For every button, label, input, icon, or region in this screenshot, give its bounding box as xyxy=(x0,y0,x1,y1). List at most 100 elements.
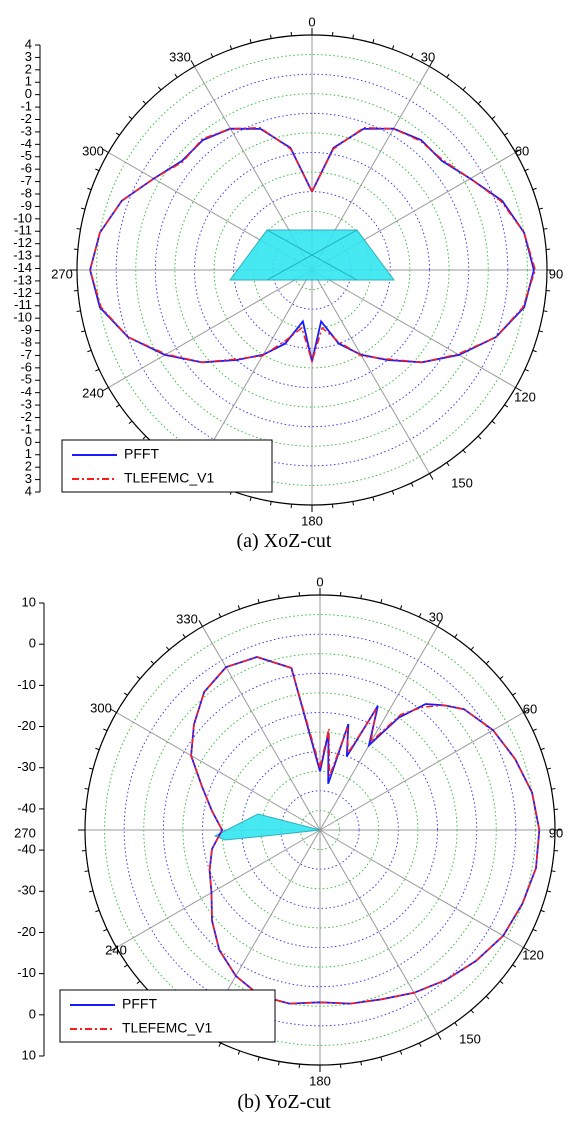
radial-tick-label: 4 xyxy=(25,483,32,498)
angle-tick xyxy=(87,349,92,353)
radial-tick-label: -11 xyxy=(14,223,32,238)
angle-tick xyxy=(485,660,490,665)
angle-tick xyxy=(477,435,482,440)
angle-tick xyxy=(380,599,383,604)
radial-tick-label: -8 xyxy=(20,334,32,349)
radial-tick-label: 2 xyxy=(25,459,32,474)
radial-tick-label: 3 xyxy=(25,471,32,486)
series-line-tlefemc_v1 xyxy=(190,656,541,1005)
radial-tick-label: -4 xyxy=(20,136,32,151)
angle-tick xyxy=(76,310,81,312)
angle-tick xyxy=(515,387,522,392)
angle-tick xyxy=(218,613,222,618)
legend-box xyxy=(61,439,273,493)
grid-spoke xyxy=(108,269,313,388)
radial-tick-label: -1 xyxy=(20,421,32,436)
angle-tick xyxy=(515,148,522,153)
radial-tick-label: -10 xyxy=(13,310,32,325)
radial-tick-label: -6 xyxy=(20,359,32,374)
angle-tick xyxy=(532,928,537,932)
angle-tick xyxy=(380,1056,383,1061)
angle-tick xyxy=(462,86,467,91)
angle-tick xyxy=(123,964,128,968)
radial-tick-label: -7 xyxy=(20,173,32,188)
angle-tick xyxy=(418,613,422,618)
angle-label: 330 xyxy=(169,49,191,64)
angle-tick xyxy=(499,980,504,985)
radial-tick-label: -20 xyxy=(17,718,36,733)
caption-yoz: (b) YoZ-cut xyxy=(237,1091,331,1113)
angle-label: 30 xyxy=(429,609,443,624)
legend-label: PFFT xyxy=(124,446,159,462)
radial-tick-label: -14 xyxy=(13,260,32,275)
radial-tick-label: -9 xyxy=(20,198,32,213)
angle-tick xyxy=(270,501,272,506)
radial-tick-label: 10 xyxy=(22,594,36,609)
angle-tick xyxy=(524,168,529,172)
angle-tick xyxy=(532,728,537,732)
angle-tick xyxy=(76,228,81,230)
angle-tick xyxy=(437,620,442,627)
angle-tick xyxy=(123,692,128,696)
radial-tick-label: -40 xyxy=(17,842,36,857)
angle-tick xyxy=(532,349,537,353)
angle-tick xyxy=(491,115,496,120)
angle-tick xyxy=(270,34,272,39)
angle-tick xyxy=(429,60,434,67)
angle-tick xyxy=(523,708,530,713)
radial-tick-label: -2 xyxy=(20,111,32,126)
antenna-model xyxy=(213,813,321,841)
angle-tick xyxy=(103,728,108,732)
radial-tick-label: -6 xyxy=(20,161,32,176)
grid-spoke xyxy=(319,712,524,831)
angle-tick xyxy=(278,594,280,599)
radial-tick-label: -11 xyxy=(14,297,32,312)
angle-label: 90 xyxy=(549,825,563,840)
radial-tick-label: -3 xyxy=(20,397,32,412)
radial-tick-label: 0 xyxy=(29,636,36,651)
angle-tick xyxy=(538,207,543,210)
angle-tick xyxy=(89,890,94,893)
angle-tick xyxy=(182,633,186,638)
angle-tick xyxy=(551,870,556,872)
angle-tick xyxy=(229,45,233,50)
radial-tick-label: -10 xyxy=(13,210,32,225)
angle-tick xyxy=(491,420,496,425)
angle-tick xyxy=(218,1042,222,1047)
radial-tick-label: -10 xyxy=(17,677,36,692)
angle-tick xyxy=(523,947,530,952)
legend-label: PFFT xyxy=(122,996,157,1012)
radial-tick-label: -3 xyxy=(20,123,32,138)
angle-tick xyxy=(157,86,162,91)
radial-tick-label: -13 xyxy=(13,272,32,287)
angle-label: 30 xyxy=(421,49,435,64)
angle-tick xyxy=(477,100,482,105)
angle-tick xyxy=(446,462,450,467)
angle-tick xyxy=(437,1033,442,1040)
angle-tick xyxy=(110,947,117,952)
angle-tick xyxy=(89,767,94,770)
angle-tick xyxy=(512,964,517,968)
angle-tick xyxy=(532,187,537,191)
angle-label: 270 xyxy=(51,266,73,281)
caption-xoz: (a) XoZ-cut xyxy=(237,530,332,552)
radial-tick-label: -12 xyxy=(13,285,32,300)
radial-tick-label: -30 xyxy=(17,759,36,774)
angle-tick xyxy=(551,788,556,790)
angle-tick xyxy=(142,435,147,440)
angle-tick xyxy=(372,39,375,44)
angle-label: 180 xyxy=(309,1073,331,1088)
grid-spoke xyxy=(311,269,430,474)
angle-tick xyxy=(391,490,395,495)
legend-label: TLEFEMC_V1 xyxy=(122,1020,212,1036)
radial-tick-label: 2 xyxy=(25,61,32,76)
angle-label: 0 xyxy=(316,574,323,589)
angle-label: 0 xyxy=(308,14,315,29)
grid-spoke xyxy=(202,626,321,831)
angle-tick xyxy=(360,1061,362,1066)
angle-tick xyxy=(249,496,252,501)
angle-label: 150 xyxy=(459,1031,481,1046)
angle-tick xyxy=(136,980,141,985)
angle-tick xyxy=(249,39,252,44)
